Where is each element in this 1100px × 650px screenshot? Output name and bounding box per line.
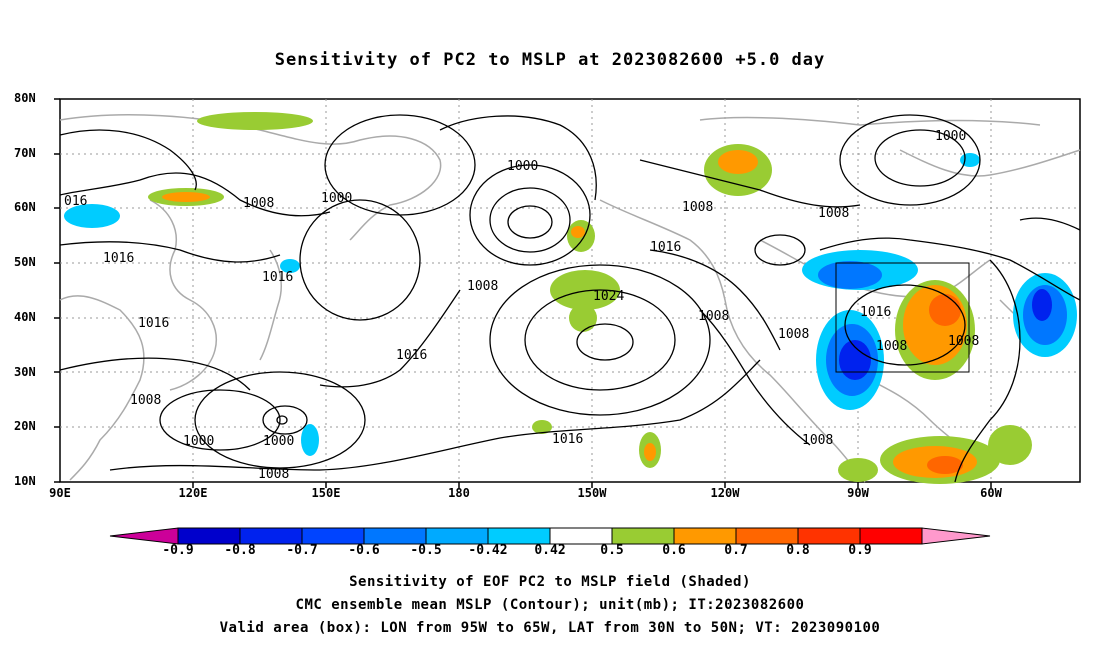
colorbar-label: 0.6: [662, 543, 686, 558]
contour-label: 1016: [552, 432, 583, 447]
lat-label: 60N: [14, 200, 36, 215]
shading-negative: [64, 153, 1077, 456]
map-title: Sensitivity of PC2 to MSLP at 2023082600…: [274, 50, 826, 70]
colorbar-label: -0.7: [286, 543, 318, 558]
colorbar-segment: [363, 527, 427, 545]
coastlines: [59, 114, 1081, 483]
contour-label: 1008: [802, 433, 833, 448]
colorbar-segment: [177, 527, 241, 545]
lon-label: 150E: [311, 486, 341, 500]
colorbar-segment: [487, 527, 551, 545]
contour-label: 1008: [258, 467, 289, 482]
contour-label: 1000: [935, 129, 966, 144]
colorbar-label: 0.7: [724, 543, 748, 558]
contour-label: 1008: [698, 309, 729, 324]
colorbar-label: 0.9: [848, 543, 872, 558]
contour-label: 1016: [103, 251, 134, 266]
colorbar-segment: [301, 527, 365, 545]
lat-label: 30N: [14, 364, 36, 379]
contour-labels: 016 1016 1016 1008 1000 1000 1008 1008 1…: [64, 129, 979, 482]
contour-label: 1016: [138, 316, 169, 331]
lon-label: 180: [448, 486, 470, 500]
lon-label: 150W: [577, 486, 607, 500]
colorbar-end-low: [109, 527, 179, 545]
colorbar-segment: [425, 527, 489, 545]
lat-label: 80N: [14, 91, 36, 105]
lon-label: 90W: [847, 486, 869, 500]
contour-label: 1016: [396, 348, 427, 363]
shading-positive: [148, 112, 1032, 484]
lon-label: 120E: [178, 486, 208, 500]
colorbar-label: 0.8: [786, 543, 810, 558]
contour-label: 1000: [507, 159, 538, 174]
lat-label: 50N: [14, 255, 36, 270]
colorbar-end-high: [921, 527, 991, 545]
colorbar-segment: [549, 527, 613, 545]
colorbar-label: -0.5: [410, 543, 442, 558]
contour-label: 1008: [243, 196, 274, 211]
contour-label: 1024: [593, 289, 624, 304]
lat-label: 40N: [14, 309, 36, 324]
contour-label: 1000: [263, 434, 294, 449]
colorbar: [109, 527, 991, 545]
mslp-contours: [59, 114, 1081, 483]
lon-label: 120W: [710, 486, 740, 500]
colorbar-label: -0.9: [162, 543, 194, 558]
lat-label: 70N: [14, 145, 36, 160]
colorbar-label: 0.5: [600, 543, 624, 558]
contour-label: 1008: [818, 206, 849, 221]
lon-label: 60W: [980, 486, 1002, 500]
contour-label: 1008: [130, 393, 161, 408]
contour-label: 1000: [183, 434, 214, 449]
contour-label: 1000: [321, 191, 352, 206]
contour-label: 1016: [650, 240, 681, 255]
colorbar-segment: [239, 527, 303, 545]
colorbar-label: -0.6: [348, 543, 380, 558]
caption-line-2: CMC ensemble mean MSLP (Contour); unit(m…: [295, 597, 805, 613]
colorbar-label: 0.42: [534, 543, 566, 558]
contour-label: 1016: [262, 270, 293, 285]
colorbar-segment: [611, 527, 675, 545]
caption-line-3: Valid area (box): LON from 95W to 65W, L…: [219, 620, 881, 636]
valid-area-box: [835, 262, 970, 373]
contour-label: 1008: [876, 339, 907, 354]
colorbar-segment: [735, 527, 799, 545]
colorbar-segment: [859, 527, 923, 545]
contour-label: 1008: [778, 327, 809, 342]
contour-label: 1016: [860, 305, 891, 320]
colorbar-label: -0.42: [468, 543, 508, 558]
colorbar-segment: [797, 527, 861, 545]
contour-label: 1008: [682, 200, 713, 215]
contour-label: 016: [64, 194, 87, 209]
lon-label: 90E: [49, 486, 71, 500]
lat-label: 10N: [14, 473, 36, 488]
colorbar-segment: [673, 527, 737, 545]
tick-marks: [54, 98, 992, 488]
colorbar-label: -0.8: [224, 543, 256, 558]
contour-label: 1008: [948, 334, 979, 349]
caption-line-1: Sensitivity of EOF PC2 to MSLP field (Sh…: [349, 574, 751, 590]
lat-label: 20N: [14, 419, 36, 434]
contour-label: 1008: [467, 279, 498, 294]
